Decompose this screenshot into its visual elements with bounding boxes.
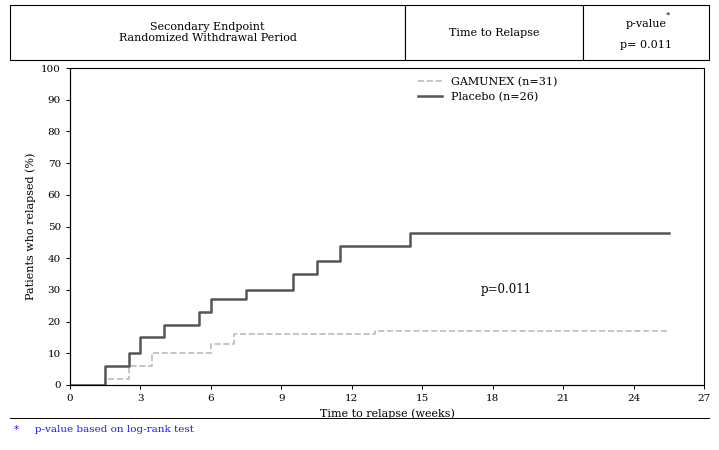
Text: p-value based on log-rank test: p-value based on log-rank test xyxy=(25,425,194,434)
Legend: GAMUNEX (n=31), Placebo (n=26): GAMUNEX (n=31), Placebo (n=26) xyxy=(418,77,558,103)
Bar xyxy=(70,68,704,385)
Text: p=0.011: p=0.011 xyxy=(481,284,532,297)
Y-axis label: Patients who relapsed (%): Patients who relapsed (%) xyxy=(25,153,35,300)
Text: Time to Relapse: Time to Relapse xyxy=(449,27,539,37)
Text: p-value: p-value xyxy=(626,19,667,29)
Bar xyxy=(583,5,709,60)
Bar xyxy=(405,5,583,60)
Text: *: * xyxy=(14,425,19,435)
Bar xyxy=(10,5,405,60)
Text: p= 0.011: p= 0.011 xyxy=(620,40,672,50)
Text: *: * xyxy=(666,12,670,20)
X-axis label: Time to relapse (weeks): Time to relapse (weeks) xyxy=(319,409,454,419)
Text: Secondary Endpoint
Randomized Withdrawal Period: Secondary Endpoint Randomized Withdrawal… xyxy=(119,22,296,43)
